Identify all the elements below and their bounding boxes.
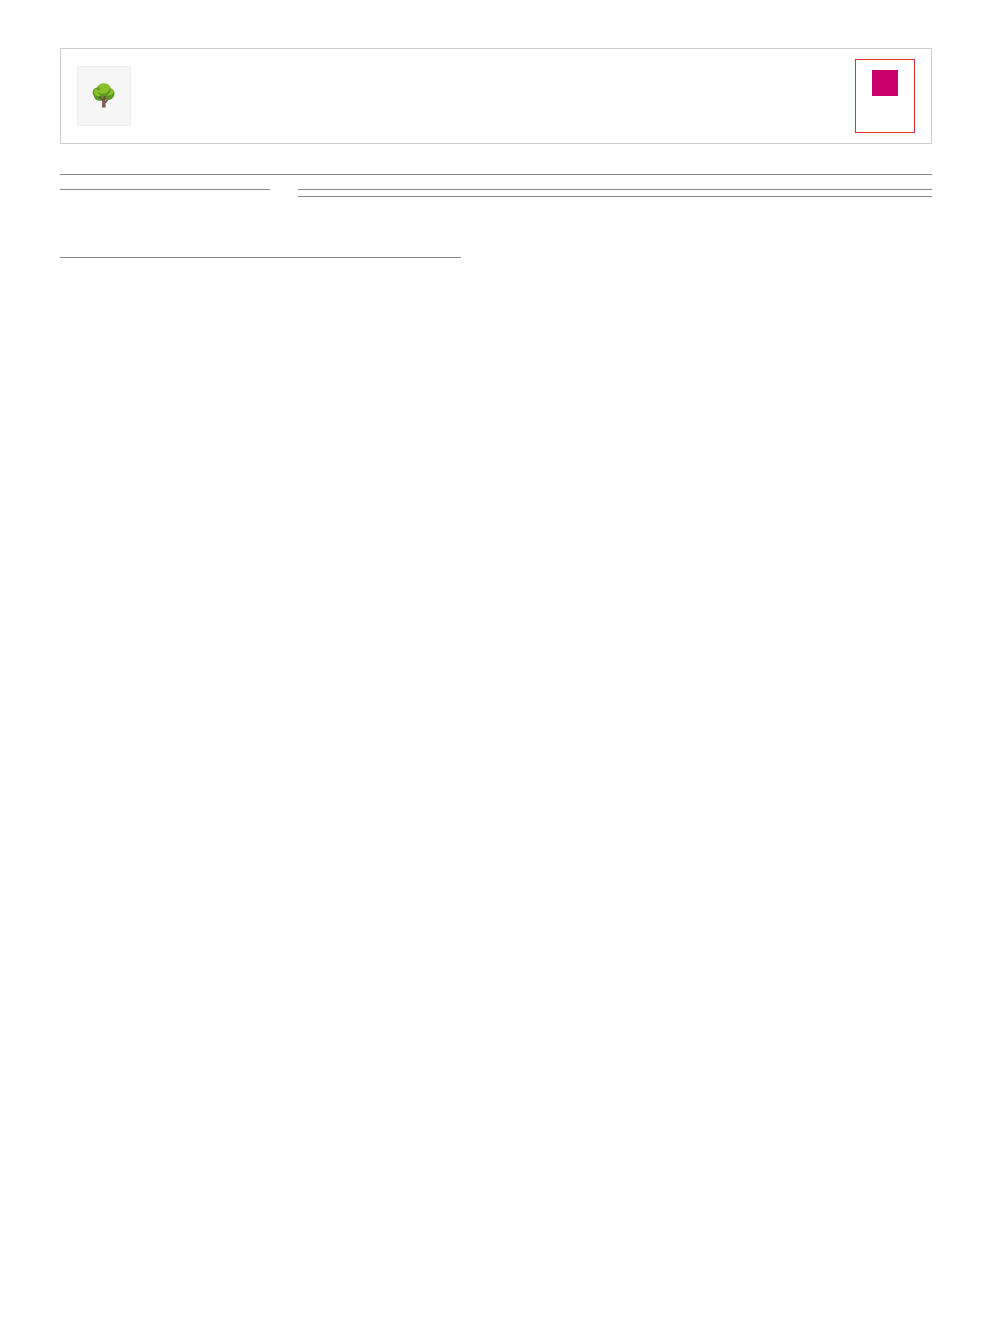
tree-icon: 🌳 (90, 81, 117, 112)
divider-top (60, 174, 932, 175)
pub-center (145, 92, 841, 100)
body-columns (60, 233, 932, 239)
elsevier-logo: 🌳 (77, 66, 131, 126)
info-abstract-row (60, 181, 932, 204)
footnote-block (60, 257, 461, 262)
abs-divider1 (298, 189, 932, 190)
journal-cover-icon (855, 59, 915, 133)
cover-square-icon (872, 70, 898, 96)
article-info-col (60, 181, 270, 204)
publication-box: 🌳 (60, 48, 932, 144)
info-divider1 (60, 189, 270, 190)
abstract-col (298, 181, 932, 204)
abs-divider2 (298, 196, 932, 197)
